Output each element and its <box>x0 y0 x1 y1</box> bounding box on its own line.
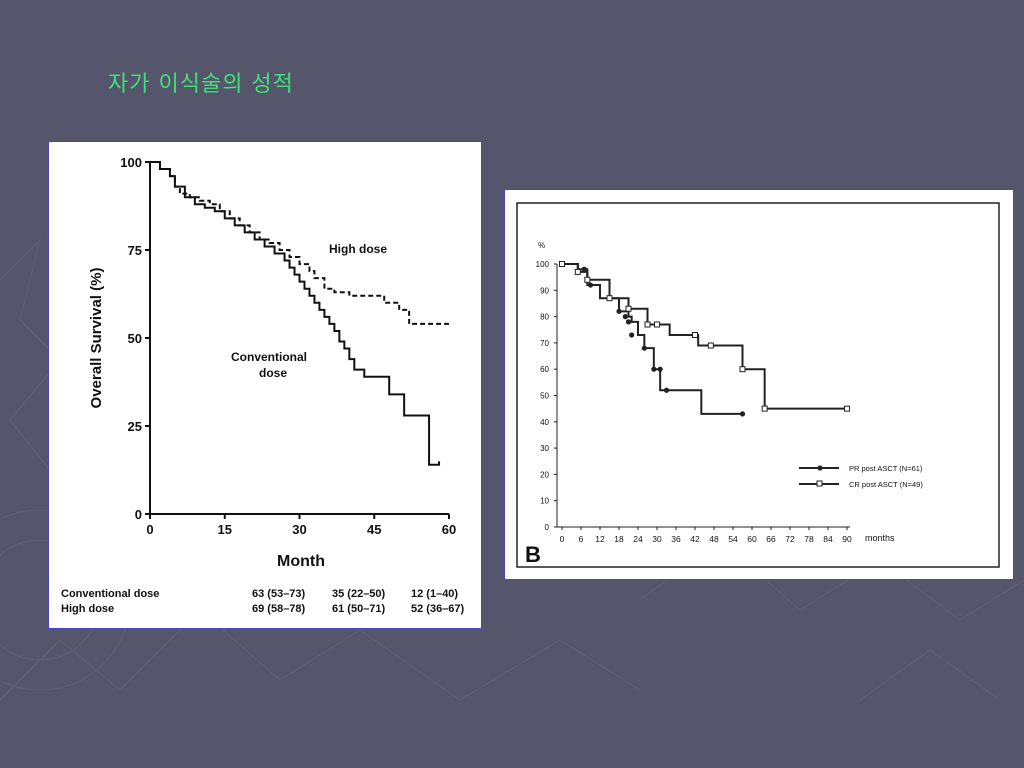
y-tick-label: 30 <box>540 444 549 453</box>
chart-a-series-conventional-dose <box>150 161 441 466</box>
chart-a-annotation-dose: dose <box>259 366 287 380</box>
legend-pr-marker <box>817 465 823 471</box>
x-tick-label: 45 <box>367 522 381 537</box>
x-tick-label: 90 <box>842 534 852 544</box>
chart-b-y-ticks: 0 10 20 30 40 50 60 70 80 90 100 <box>536 260 557 532</box>
table-row-label-conventional: Conventional dose <box>61 588 159 600</box>
chart-a-xlabel: Month <box>277 553 325 570</box>
survival-chart-b: 0 10 20 30 40 50 60 70 80 90 100 0 6 12 18 24 30 36 42 48 5… <box>516 202 1000 568</box>
y-tick-label: 0 <box>545 523 550 532</box>
y-tick-label: 40 <box>540 418 549 427</box>
x-tick-label: 30 <box>292 522 306 537</box>
survival-chart-a: 0 25 50 75 100 0 15 30 45 60 Overall Survival (%… <box>61 155 465 615</box>
x-tick-label: 15 <box>218 522 232 537</box>
chart-b-marker-pr <box>739 411 746 417</box>
chart-b-x-ticks: 0 6 12 18 24 30 36 42 48 54 60 66 72 78 84 90 <box>560 527 852 544</box>
x-tick-label: 12 <box>595 534 605 544</box>
x-tick-label: 54 <box>728 534 738 544</box>
chart-b-marker-pr <box>629 332 635 338</box>
chart-b-marker-cr <box>761 405 768 412</box>
chart-b-ylabel: % <box>538 241 545 250</box>
x-tick-label: 0 <box>146 522 153 537</box>
x-tick-label: 72 <box>785 534 795 544</box>
chart-a-ylabel: Overall Survival (%) <box>88 268 105 409</box>
y-tick-label: 50 <box>540 392 549 401</box>
legend-cr-label: CR post ASCT (N=49) <box>849 480 923 489</box>
x-tick-label: 66 <box>766 534 776 544</box>
x-tick-label: 60 <box>442 522 456 537</box>
chart-a-series-high-dose <box>150 161 449 325</box>
table-row-label-high: High dose <box>61 603 114 615</box>
chart-b-marker-cr <box>574 268 581 275</box>
chart-b-marker-pr <box>663 387 670 393</box>
chart-b-marker-pr <box>581 266 587 272</box>
chart-b-marker-cr <box>559 261 565 267</box>
x-tick-label: 60 <box>747 534 757 544</box>
chart-b-marker-cr <box>625 305 632 312</box>
chart-b-marker-pr <box>651 366 657 372</box>
chart-b-marker-pr <box>641 345 647 351</box>
table-cell: 35 (22–50) <box>332 588 386 600</box>
chart-a-y-ticks: 0 25 50 75 100 <box>120 155 150 522</box>
chart-b-xlabel: months <box>865 533 895 543</box>
y-tick-label: 80 <box>540 313 549 322</box>
chart-b-marker-cr <box>584 276 591 283</box>
table-cell: 61 (50–71) <box>332 603 386 615</box>
y-tick-label: 90 <box>540 286 549 295</box>
x-tick-label: 42 <box>690 534 700 544</box>
chart-b-marker-pr <box>622 314 628 320</box>
y-tick-label: 10 <box>540 497 549 506</box>
table-cell: 63 (53–73) <box>252 588 306 600</box>
chart-b-panel-label: B <box>525 542 541 567</box>
chart-b-marker-pr <box>616 308 622 314</box>
y-tick-label: 100 <box>536 260 550 269</box>
y-tick-label: 75 <box>128 243 142 258</box>
chart-b-marker-cr <box>739 366 746 373</box>
chart-b-marker-cr <box>692 332 698 339</box>
y-tick-label: 20 <box>540 470 549 479</box>
chart-a-x-ticks: 0 15 30 45 60 <box>146 514 456 537</box>
chart-b-marker-pr <box>625 319 632 325</box>
table-cell: 52 (36–67) <box>411 603 465 615</box>
table-cell: 12 (1–40) <box>411 588 458 600</box>
chart-b-marker-cr <box>606 295 613 302</box>
x-tick-label: 78 <box>804 534 814 544</box>
chart-b-series-cr <box>562 263 847 410</box>
legend-pr-label: PR post ASCT (N=61) <box>849 464 923 473</box>
chart-b-marker-cr <box>844 405 850 412</box>
chart-b-marker-cr <box>654 321 660 328</box>
y-tick-label: 100 <box>120 155 142 170</box>
legend-cr-marker <box>816 480 823 487</box>
x-tick-label: 6 <box>579 534 584 544</box>
chart-b-series-pr <box>562 263 743 415</box>
chart-b-marker-cr <box>644 321 651 328</box>
chart-a-annotation-high-dose: High dose <box>329 242 387 256</box>
x-tick-label: 24 <box>633 534 643 544</box>
y-tick-label: 70 <box>540 339 549 348</box>
table-cell: 69 (58–78) <box>252 603 306 615</box>
slide-title: 자가 이식술의 성적 <box>108 72 294 97</box>
chart-a-annotation-conventional: Conventional <box>231 350 307 364</box>
y-tick-label: 0 <box>135 507 142 522</box>
y-tick-label: 50 <box>128 331 142 346</box>
chart-b-marker-cr <box>707 342 714 349</box>
y-tick-label: 25 <box>128 419 142 434</box>
x-tick-label: 48 <box>709 534 719 544</box>
chart-b-marker-pr <box>657 366 663 372</box>
x-tick-label: 18 <box>614 534 624 544</box>
x-tick-label: 30 <box>652 534 662 544</box>
chart-b-frame <box>516 202 1000 568</box>
x-tick-label: 84 <box>823 534 833 544</box>
survival-chart-b-panel: 0 10 20 30 40 50 60 70 80 90 100 0 6 12 18 24 30 36 42 48 5… <box>504 189 1014 580</box>
survival-chart-a-panel: 0 25 50 75 100 0 15 30 45 60 Overall Survival (%… <box>48 141 482 629</box>
y-tick-label: 60 <box>540 365 549 374</box>
chart-b-marker-pr <box>587 282 594 288</box>
x-tick-label: 0 <box>560 534 565 544</box>
x-tick-label: 36 <box>671 534 681 544</box>
